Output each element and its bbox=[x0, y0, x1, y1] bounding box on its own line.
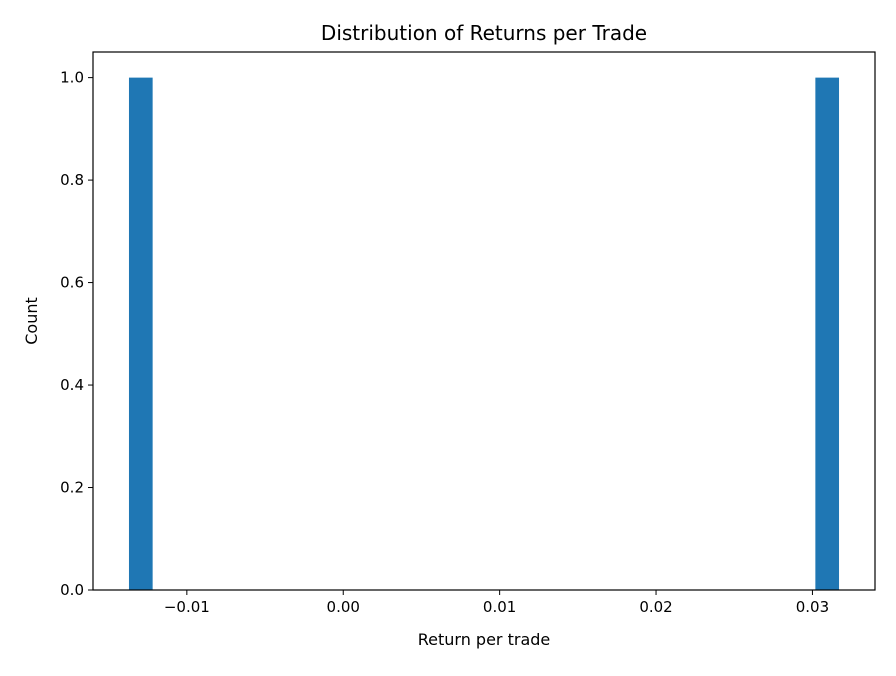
chart-title: Distribution of Returns per Trade bbox=[321, 21, 647, 45]
histogram-bar bbox=[815, 77, 840, 591]
y-tick-label: 1.0 bbox=[60, 69, 84, 87]
y-tick-label: 0.2 bbox=[60, 479, 84, 497]
plot-frame bbox=[92, 51, 876, 591]
x-tick-label: 0.00 bbox=[327, 598, 360, 616]
y-tick-label: 0.0 bbox=[60, 581, 84, 599]
x-tick-label: 0.03 bbox=[796, 598, 829, 616]
y-tick-label: 0.4 bbox=[60, 376, 84, 394]
x-axis-label: Return per trade bbox=[418, 630, 551, 649]
histogram-bar bbox=[128, 77, 153, 591]
y-tick-label: 0.6 bbox=[60, 274, 84, 292]
x-tick-label: 0.02 bbox=[639, 598, 672, 616]
x-tick-label: −0.01 bbox=[164, 598, 210, 616]
x-tick-label: 0.01 bbox=[483, 598, 516, 616]
y-tick-label: 0.8 bbox=[60, 171, 84, 189]
y-axis-label: Count bbox=[22, 297, 41, 345]
